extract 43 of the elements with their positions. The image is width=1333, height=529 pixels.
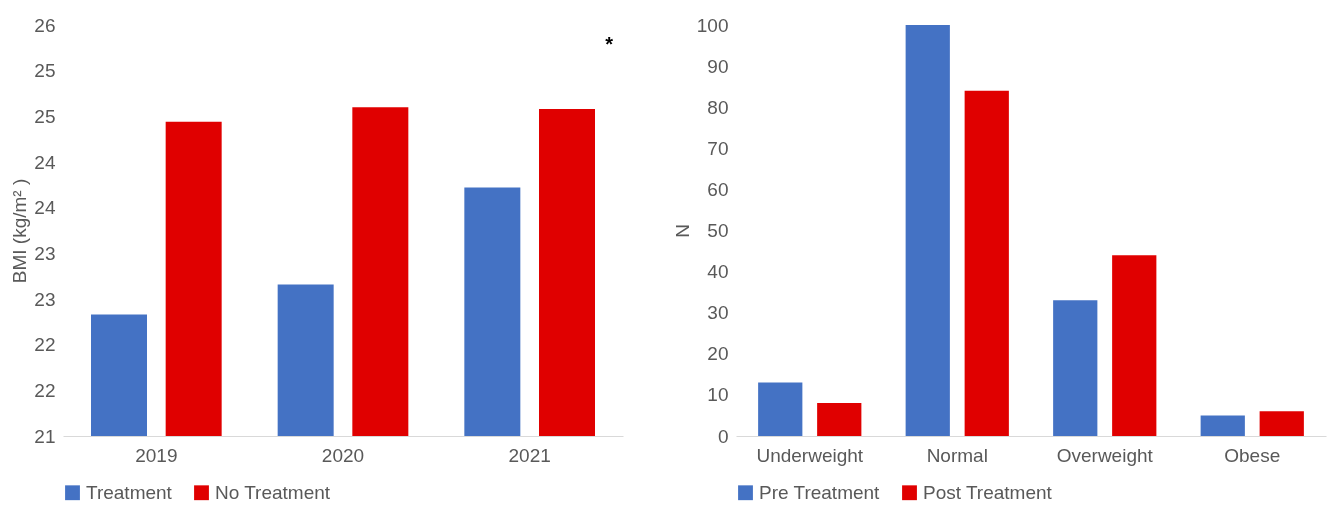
y-tick-label: 22 (34, 334, 56, 356)
bar (905, 25, 950, 436)
y-tick-label: 22 (34, 379, 56, 401)
bar (1112, 255, 1157, 436)
y-tick-label: 40 (707, 261, 729, 283)
y-tick-label: 0 (717, 425, 729, 447)
legend-label: Pre Treatment (759, 481, 881, 503)
y-tick-label: 50 (707, 220, 729, 241)
x-tick-label: 2021 (508, 444, 551, 466)
y-tick-label: 24 (34, 151, 56, 173)
y-tick-label: 24 (34, 197, 56, 219)
y-tick-label: 26 (34, 14, 56, 36)
y-tick-label: 23 (34, 242, 56, 264)
annotation: * (605, 33, 614, 55)
x-tick-label: 2019 (135, 444, 178, 466)
bar (964, 90, 1009, 436)
bar (1053, 300, 1098, 436)
y-tick-label: 60 (707, 178, 729, 200)
y-tick-label: 90 (707, 55, 729, 77)
y-tick-label: 70 (707, 137, 729, 159)
legend-label: No Treatment (215, 481, 331, 503)
legend-label: Treatment (86, 481, 173, 503)
y-axis-title: BMI (kg/m² ) (9, 178, 31, 284)
y-axis-title: N (671, 224, 693, 238)
x-tick-label: Underweight (756, 444, 864, 466)
x-tick-label: Obese (1224, 444, 1281, 466)
x-tick-label: Overweight (1056, 444, 1154, 466)
y-tick-label: 80 (707, 96, 729, 118)
bar (758, 382, 803, 436)
y-tick-label: 23 (34, 288, 56, 310)
bar (1259, 411, 1304, 436)
y-tick-label: 25 (34, 60, 56, 82)
y-tick-label: 20 (707, 343, 729, 365)
y-tick-label: 30 (707, 302, 729, 324)
y-tick-label: 10 (707, 384, 729, 406)
x-tick-label: 2020 (321, 444, 365, 466)
x-tick-label: Normal (926, 444, 988, 466)
y-tick-label: 25 (34, 105, 56, 127)
legend-label: Post Treatment (923, 481, 1053, 503)
y-tick-label: 21 (34, 425, 56, 447)
bar (817, 403, 862, 436)
bar (1200, 415, 1245, 436)
y-tick-label: 100 (696, 14, 729, 36)
